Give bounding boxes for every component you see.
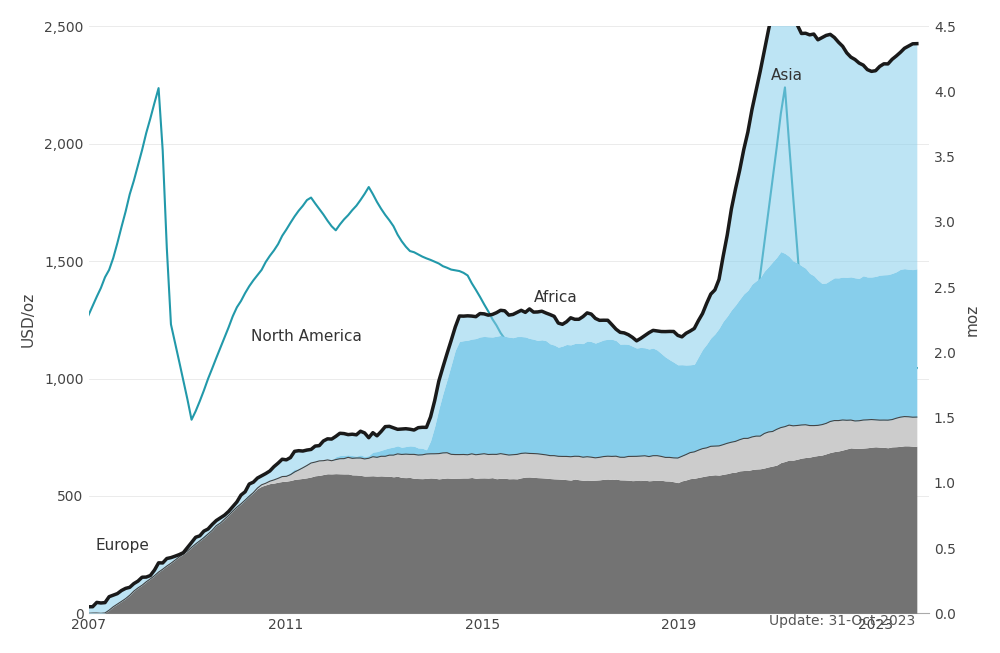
Text: Africa: Africa [534,290,578,305]
Text: North America: North America [251,328,362,343]
Text: Europe: Europe [96,537,150,552]
Y-axis label: moz: moz [964,304,979,336]
Text: Asia: Asia [771,69,803,84]
Y-axis label: USD/oz: USD/oz [21,292,36,347]
Text: Update: 31-Oct-2023: Update: 31-Oct-2023 [769,614,915,628]
